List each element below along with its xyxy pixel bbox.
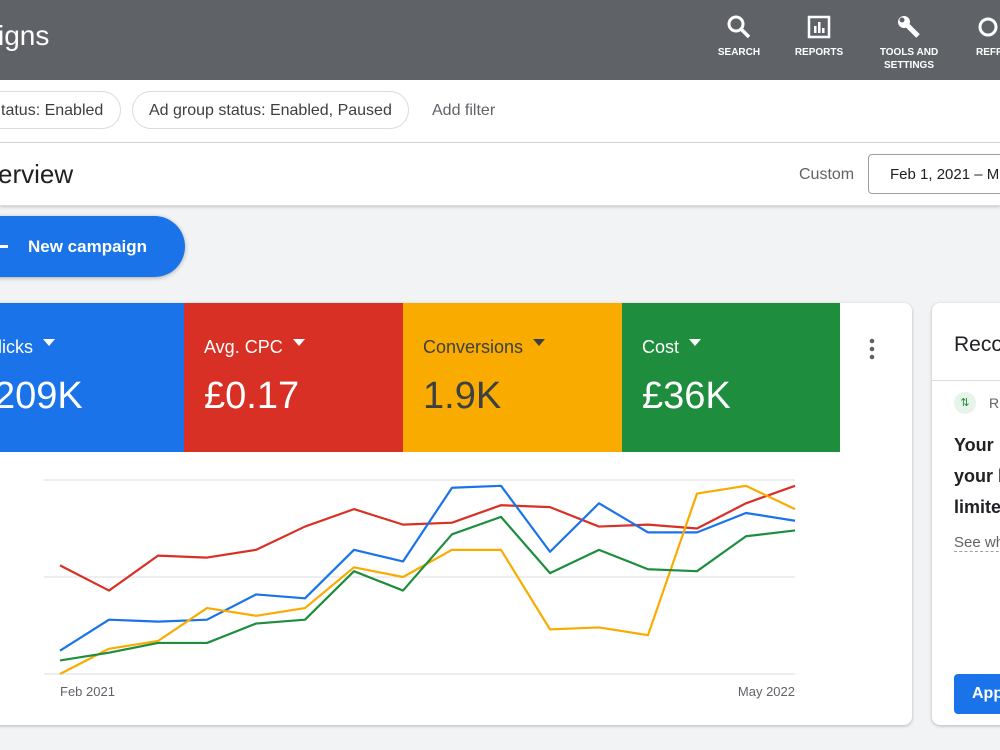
text-line: your l	[954, 466, 1000, 486]
card-text: Your your l limite	[954, 430, 1000, 523]
nav-reports[interactable]: REPORTS	[774, 14, 864, 59]
nav-label: TOOLS AND SETTINGS	[879, 47, 939, 71]
metric-name: Cost	[642, 337, 701, 358]
see-link[interactable]: See wh	[954, 534, 1000, 552]
chart: Feb 2021 May 2022	[44, 479, 796, 699]
metric-tile[interactable]: Cost £36K	[622, 303, 840, 452]
metric-name: licks	[0, 337, 55, 358]
more-menu[interactable]	[860, 336, 884, 364]
filter-bar: tatus: Enabled Ad group status: Enabled,…	[0, 80, 1000, 143]
x-tick-label: Feb 2021	[60, 684, 115, 699]
series-line	[59, 515, 796, 662]
metric-tile[interactable]: licks 209K	[0, 303, 184, 452]
recommendations-card: Reco ⇅ R Your your l limite See wh App	[932, 303, 1000, 725]
date-range[interactable]: Feb 1, 2021 – M	[868, 154, 1000, 194]
metric-name: Avg. CPC	[204, 337, 305, 358]
nav-search[interactable]: SEARCH	[694, 14, 784, 59]
nav-label: REPORTS	[794, 47, 844, 58]
filter-chip[interactable]: Ad group status: Enabled, Paused	[132, 91, 409, 129]
apply-button[interactable]: App	[954, 674, 1000, 714]
reports-icon	[807, 15, 831, 39]
divider	[932, 380, 1000, 381]
series-line	[59, 484, 796, 675]
text-line: limite	[954, 497, 1000, 517]
metric-value: £36K	[642, 375, 731, 417]
overview-bar: erview Custom Feb 1, 2021 – M	[0, 143, 1000, 206]
series-line	[59, 484, 796, 652]
button-label: New campaign	[28, 237, 148, 256]
page-title: igns	[0, 20, 50, 51]
metric-tile[interactable]: Avg. CPC £0.17	[184, 303, 403, 452]
series-line	[59, 484, 796, 592]
section-title: erview	[0, 159, 74, 189]
metric-tile[interactable]: Conversions 1.9K	[403, 303, 622, 452]
x-tick-label: May 2022	[738, 684, 795, 699]
tag-icon: ⇅	[954, 392, 976, 414]
metric-value: 209K	[0, 375, 83, 417]
range-label: Custom	[799, 166, 855, 183]
plus-icon	[0, 245, 8, 248]
text-line: Your	[954, 435, 994, 455]
search-icon	[727, 15, 751, 39]
add-filter[interactable]: Add filter	[432, 102, 496, 119]
metric-value: 1.9K	[423, 375, 502, 417]
nav-refresh[interactable]: REFR	[965, 14, 1000, 59]
tools-icon	[898, 16, 920, 38]
metric-value: £0.17	[204, 375, 300, 417]
tag-text: R	[989, 395, 1000, 411]
nav-label: SEARCH	[717, 47, 761, 58]
nav-label: REFR	[976, 47, 1000, 58]
filter-chip[interactable]: tatus: Enabled	[0, 91, 121, 129]
refresh-icon	[978, 17, 998, 37]
card-title: Reco	[954, 333, 1000, 356]
nav-tools[interactable]: TOOLS AND SETTINGS	[864, 14, 954, 72]
top-bar: igns SEARCH REPORTS TOOLS AND SETTINGS R…	[0, 0, 1000, 80]
metric-name: Conversions	[423, 337, 545, 358]
new-campaign-button[interactable]: New campaign	[0, 216, 185, 277]
